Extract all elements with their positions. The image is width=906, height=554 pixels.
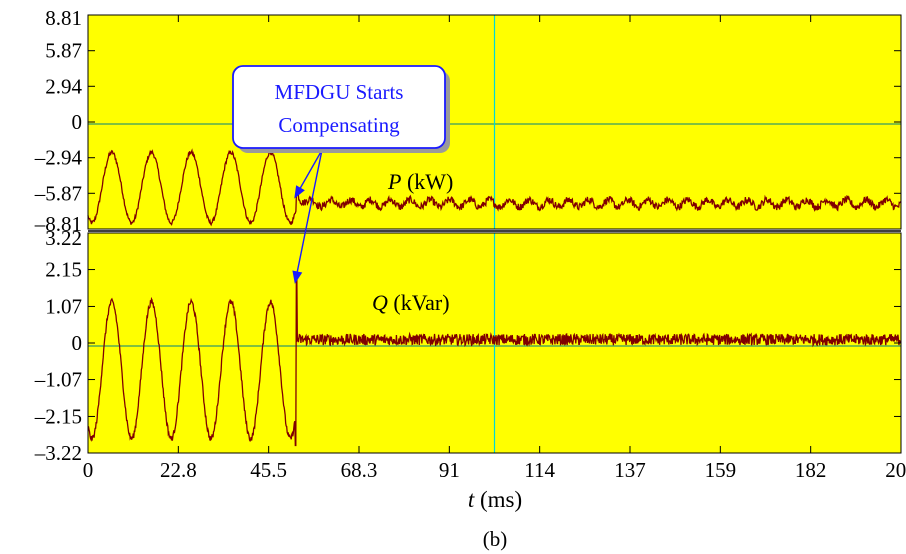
callout-line-2: Compensating bbox=[278, 113, 400, 137]
x-tick-label: 182 bbox=[795, 458, 827, 482]
series-q-trace bbox=[87, 275, 902, 447]
y-tick-label: 3.22 bbox=[45, 226, 82, 250]
y-tick-label: 2.15 bbox=[45, 258, 82, 282]
x-tick-label: 205 bbox=[885, 458, 906, 482]
panel-p-y-axis: 8.81 5.87 2.94 0 –2.94 –5.87 –8.81 bbox=[34, 6, 901, 236]
x-tick-label: 22.8 bbox=[160, 458, 197, 482]
x-axis-title: t (ms) bbox=[468, 487, 522, 512]
x-axis: 0 22.8 45.5 68.3 91 114 137 159 182 205 bbox=[83, 15, 906, 482]
x-tick-label: 137 bbox=[614, 458, 646, 482]
y-tick-label: –8.81 bbox=[34, 212, 82, 236]
x-tick-label: 91 bbox=[439, 458, 460, 482]
series-q-label: Q (kVar) bbox=[372, 290, 450, 315]
x-tick-label: 45.5 bbox=[250, 458, 287, 482]
y-tick-label: –3.22 bbox=[34, 441, 82, 465]
y-tick-label: –1.07 bbox=[34, 368, 82, 392]
callout-line-1: MFDGU Starts bbox=[275, 80, 404, 104]
panel-q-y-axis: 3.22 2.15 1.07 0 –1.07 –2.15 –3.22 bbox=[34, 226, 901, 465]
y-tick-label: 8.81 bbox=[45, 6, 82, 30]
y-tick-label: 5.87 bbox=[45, 39, 82, 63]
y-tick-label: 0 bbox=[72, 110, 83, 134]
y-tick-label: –5.87 bbox=[34, 181, 82, 205]
x-tick-label: 0 bbox=[83, 458, 94, 482]
y-tick-label: –2.15 bbox=[34, 404, 82, 428]
series-p-label: P (kW) bbox=[387, 169, 453, 194]
y-tick-label: –2.94 bbox=[34, 146, 83, 170]
x-tick-label: 68.3 bbox=[341, 458, 378, 482]
callout-box bbox=[232, 65, 446, 149]
x-tick-label: 159 bbox=[705, 458, 737, 482]
figure-caption: (b) bbox=[483, 527, 508, 551]
callout-arrow-q bbox=[296, 149, 323, 275]
y-tick-label: 0 bbox=[72, 331, 83, 355]
callout-arrows bbox=[292, 149, 323, 284]
series-p-trace bbox=[87, 148, 902, 227]
y-tick-label: 1.07 bbox=[45, 294, 82, 318]
callout-arrow-p bbox=[298, 149, 323, 191]
callout-arrowhead-q bbox=[292, 270, 303, 284]
callout-arrowhead-p bbox=[294, 185, 305, 199]
y-tick-label: 2.94 bbox=[45, 74, 82, 98]
x-tick-label: 114 bbox=[524, 458, 555, 482]
